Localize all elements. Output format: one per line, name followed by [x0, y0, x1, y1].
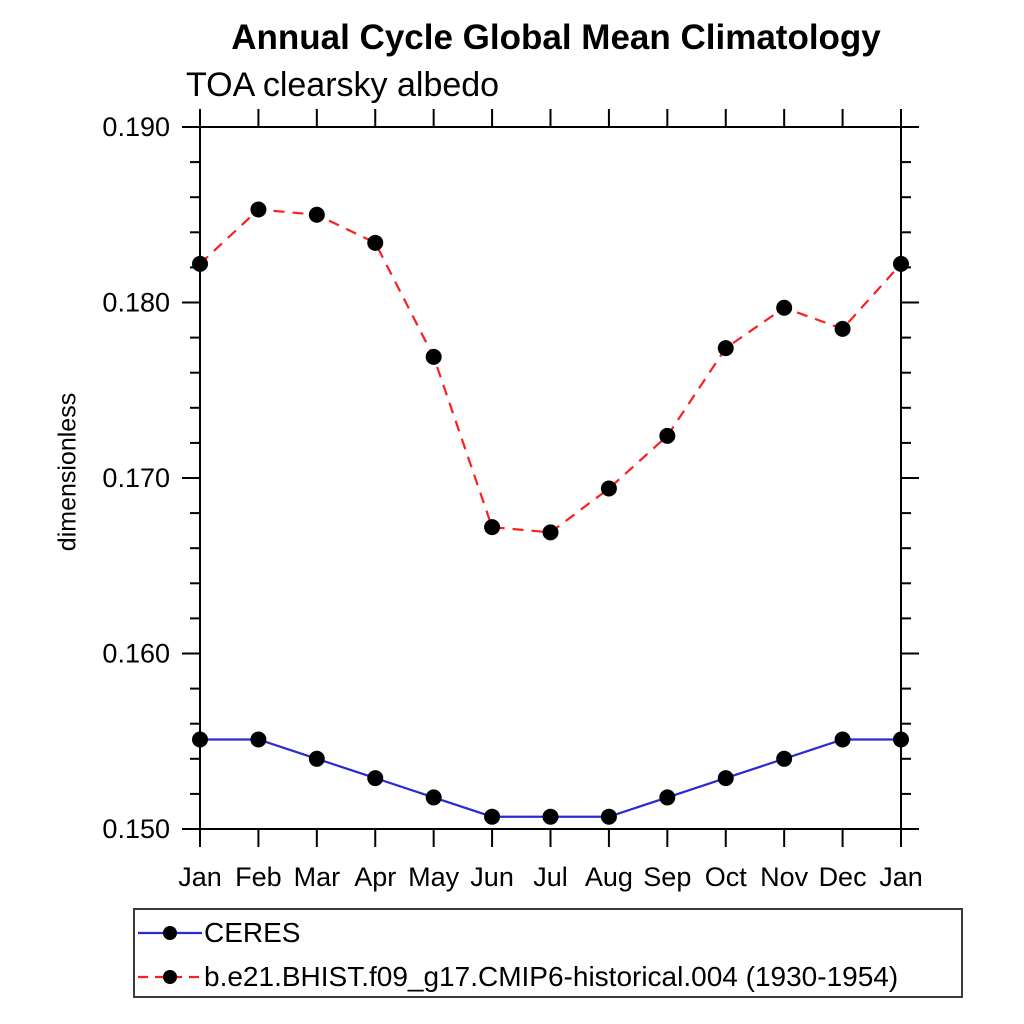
- series-1-marker: [250, 201, 267, 218]
- series-0-marker: [367, 770, 384, 787]
- series-0-marker: [542, 808, 559, 825]
- series-1-marker: [717, 340, 734, 357]
- legend-box: CERES b.e21.BHIST.f09_g17.CMIP6-historic…: [133, 908, 963, 998]
- model-marker-icon: [163, 970, 177, 984]
- series-0-marker: [425, 789, 442, 806]
- x-tick-label: Nov: [760, 862, 809, 892]
- y-tick-label: 0.150: [102, 814, 170, 844]
- model-line-swatch: [138, 970, 202, 984]
- x-tick-label: Jan: [178, 862, 222, 892]
- x-tick-label: Dec: [819, 862, 867, 892]
- chart-title: Annual Cycle Global Mean Climatology: [231, 18, 881, 57]
- x-tick-label: Oct: [705, 862, 748, 892]
- legend-item-model: b.e21.BHIST.f09_g17.CMIP6-historical.004…: [135, 961, 899, 992]
- chart-subtitle: TOA clearsky albedo: [186, 66, 500, 104]
- series-1-marker: [367, 234, 384, 251]
- series-1-marker: [542, 524, 559, 541]
- series-line-0: [200, 738, 901, 818]
- ceres-marker-icon: [163, 926, 177, 940]
- series-0-marker: [776, 750, 793, 767]
- x-tick-label: Mar: [294, 862, 341, 892]
- x-tick-label: May: [408, 862, 460, 892]
- ceres-line-swatch: [138, 926, 202, 940]
- series-1-marker: [834, 320, 851, 337]
- series-0-marker: [717, 770, 734, 787]
- y-tick-label: 0.180: [102, 288, 170, 318]
- series-0-marker: [250, 731, 267, 748]
- legend-label-model: b.e21.BHIST.f09_g17.CMIP6-historical.004…: [204, 961, 899, 992]
- series-1-marker: [484, 519, 501, 536]
- series-0-marker: [834, 731, 851, 748]
- series-0-marker: [192, 731, 208, 748]
- axis-frame: [199, 126, 902, 830]
- series-0-marker: [308, 750, 325, 767]
- x-tick-label: Apr: [354, 862, 396, 892]
- series-0-marker: [600, 808, 617, 825]
- x-tick-label: Jan: [879, 862, 923, 892]
- legend-item-ceres: CERES: [135, 917, 301, 948]
- legend-label-ceres: CERES: [204, 917, 301, 948]
- series-1-marker: [776, 299, 793, 316]
- series-1-marker: [308, 206, 325, 223]
- y-tick-label: 0.170: [102, 463, 170, 493]
- series-1-marker: [659, 427, 676, 444]
- x-tick-label: Feb: [235, 862, 282, 892]
- x-tick-label: Jul: [533, 862, 568, 892]
- series-1-marker: [893, 255, 909, 272]
- series-1-marker: [425, 348, 442, 365]
- series-0-marker: [893, 731, 909, 748]
- x-tick-label: Jun: [470, 862, 514, 892]
- x-tick-label: Sep: [643, 862, 691, 892]
- series-1-marker: [600, 480, 617, 497]
- x-tick-label: Aug: [585, 862, 633, 892]
- series-0-marker: [484, 808, 501, 825]
- series-line-1: [199, 208, 902, 534]
- series-1-marker: [192, 255, 208, 272]
- y-tick-label: 0.190: [102, 112, 170, 142]
- y-tick-label: 0.160: [102, 639, 170, 669]
- series-0-marker: [659, 789, 676, 806]
